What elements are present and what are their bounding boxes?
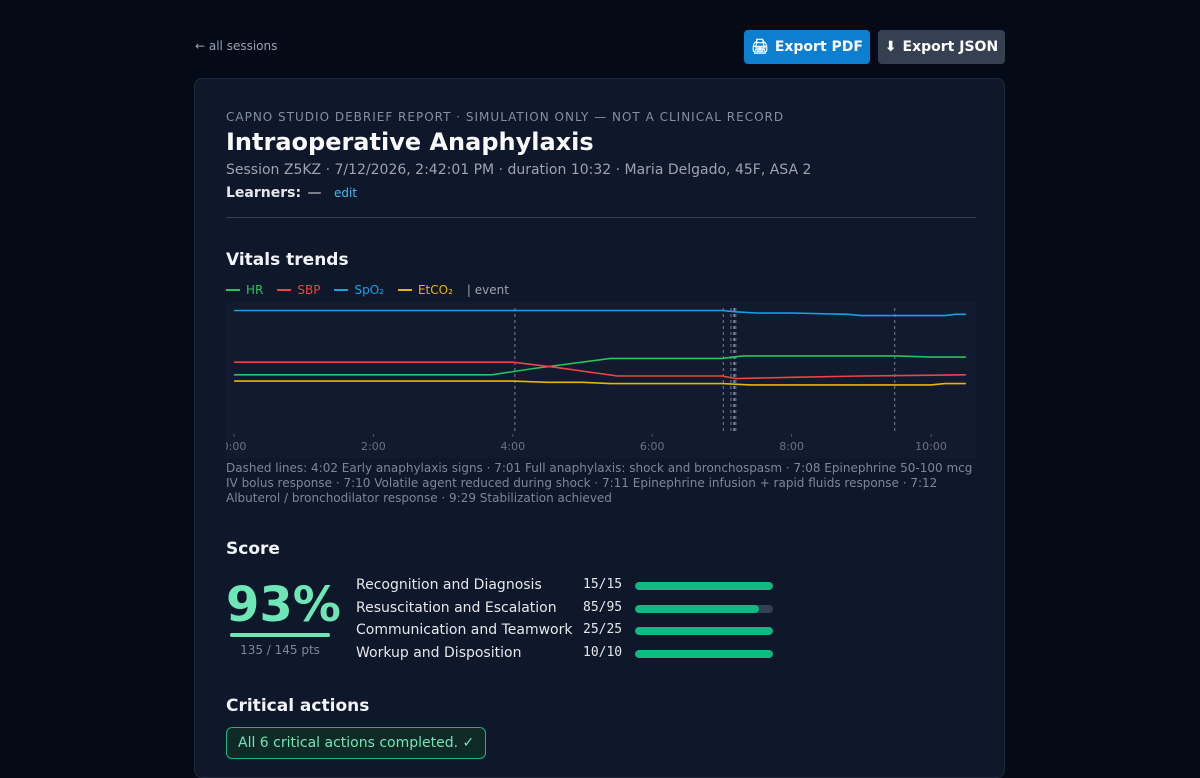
x-tick-label: 2:00 bbox=[361, 440, 386, 453]
chart-background bbox=[226, 302, 976, 458]
x-tick-label: 0:00 bbox=[226, 440, 246, 453]
legend-label-spo2: SpO₂ bbox=[354, 283, 384, 297]
legend-swatch-etco2 bbox=[397, 289, 412, 291]
score-row-name: Workup and Disposition bbox=[356, 644, 522, 661]
series-line-spo bbox=[234, 309, 966, 317]
legend-item-spo2: SpO₂ bbox=[334, 283, 384, 297]
critical-actions-heading: Critical actions bbox=[226, 696, 370, 716]
series-line-etco bbox=[234, 380, 966, 386]
legend-swatch-hr bbox=[226, 289, 240, 291]
score-row-name: Communication and Teamwork bbox=[356, 622, 573, 638]
score-row-track bbox=[635, 604, 773, 613]
score-row-fill bbox=[635, 604, 759, 613]
legend-label-hr: HR bbox=[246, 283, 264, 297]
vitals-legend: HR SBP SpO₂ EtCO₂ | event bbox=[226, 283, 509, 297]
export-json-label: Export JSON bbox=[902, 39, 999, 55]
back-to-sessions-link[interactable]: ← all sessions bbox=[195, 39, 278, 53]
legend-event: | event bbox=[466, 283, 509, 297]
score-row-fill bbox=[635, 582, 773, 590]
score-row-fill bbox=[635, 627, 773, 635]
score-row-track bbox=[635, 627, 773, 635]
export-pdf-button[interactable]: 🖨 Export PDF bbox=[744, 30, 870, 64]
overall-score: 93% 135 / 145 pts bbox=[226, 577, 341, 657]
legend-item-etco2: EtCO₂ bbox=[397, 283, 453, 297]
score-row: Workup and Disposition 10/10 bbox=[356, 643, 786, 666]
score-row-name: Resuscitation and Escalation bbox=[356, 599, 557, 616]
score-row-track bbox=[635, 582, 773, 590]
x-tick-label: 10:00 bbox=[915, 440, 947, 453]
x-tick-label: 8:00 bbox=[779, 440, 804, 453]
report-eyebrow: CAPNO STUDIO DEBRIEF REPORT · SIMULATION… bbox=[226, 110, 785, 124]
learners-line: Learners: — edit bbox=[226, 185, 357, 201]
score-row: Resuscitation and Escalation 85/95 bbox=[356, 598, 786, 621]
critical-actions-status: All 6 critical actions completed. ✓ bbox=[226, 727, 487, 759]
legend-label-sbp: SBP bbox=[297, 283, 321, 297]
legend-item-hr: HR bbox=[226, 283, 263, 297]
score-heading: Score bbox=[226, 539, 280, 559]
score-underline bbox=[230, 633, 330, 637]
x-tick-label: 6:00 bbox=[640, 440, 665, 453]
edit-learners-link[interactable]: edit bbox=[333, 186, 358, 200]
legend-item-sbp: SBP bbox=[277, 283, 320, 297]
series-line-hr bbox=[234, 355, 966, 376]
score-row-value: 25/25 bbox=[583, 622, 623, 637]
x-tick-label: 4:00 bbox=[500, 440, 525, 453]
export-json-button[interactable]: ⬇ Export JSON bbox=[878, 30, 1005, 64]
score-row: Communication and Teamwork 25/25 bbox=[356, 620, 786, 643]
divider bbox=[226, 217, 976, 218]
score-row-fill bbox=[635, 649, 773, 658]
export-pdf-label: Export PDF bbox=[774, 39, 863, 55]
learners-label: Learners: bbox=[226, 185, 302, 201]
score-row: Recognition and Diagnosis 15/15 bbox=[356, 575, 786, 598]
score-row-value: 85/95 bbox=[583, 599, 623, 615]
legend-swatch-spo2 bbox=[334, 289, 349, 291]
legend-swatch-sbp bbox=[277, 289, 292, 291]
report-title: Intraoperative Anaphylaxis bbox=[226, 128, 594, 156]
download-icon: ⬇ bbox=[884, 39, 897, 55]
session-meta: Session Z5KZ · 7/12/2026, 2:42:01 PM · d… bbox=[226, 162, 812, 178]
score-row-name: Recognition and Diagnosis bbox=[356, 577, 542, 593]
vitals-chart: 0:00 2:00 4:00 6:00 8:00 10:00 bbox=[226, 302, 976, 458]
score-points: 135 / 145 pts bbox=[240, 643, 320, 657]
learners-value: — bbox=[307, 185, 322, 201]
score-row-value: 15/15 bbox=[583, 577, 623, 592]
events-note: Dashed lines: 4:02 Early anaphylaxis sig… bbox=[226, 461, 973, 505]
score-percent: 93% bbox=[226, 577, 341, 633]
series-line-sbp bbox=[234, 361, 966, 380]
score-row-value: 10/10 bbox=[583, 644, 623, 660]
score-row-track bbox=[635, 649, 773, 658]
vitals-heading: Vitals trends bbox=[226, 250, 349, 270]
report-card: CAPNO STUDIO DEBRIEF REPORT · SIMULATION… bbox=[194, 78, 1005, 778]
legend-label-etco2: EtCO₂ bbox=[417, 283, 453, 297]
score-breakdown: Recognition and Diagnosis 15/15 Resuscit… bbox=[356, 575, 786, 665]
printer-icon: 🖨 bbox=[751, 39, 769, 55]
